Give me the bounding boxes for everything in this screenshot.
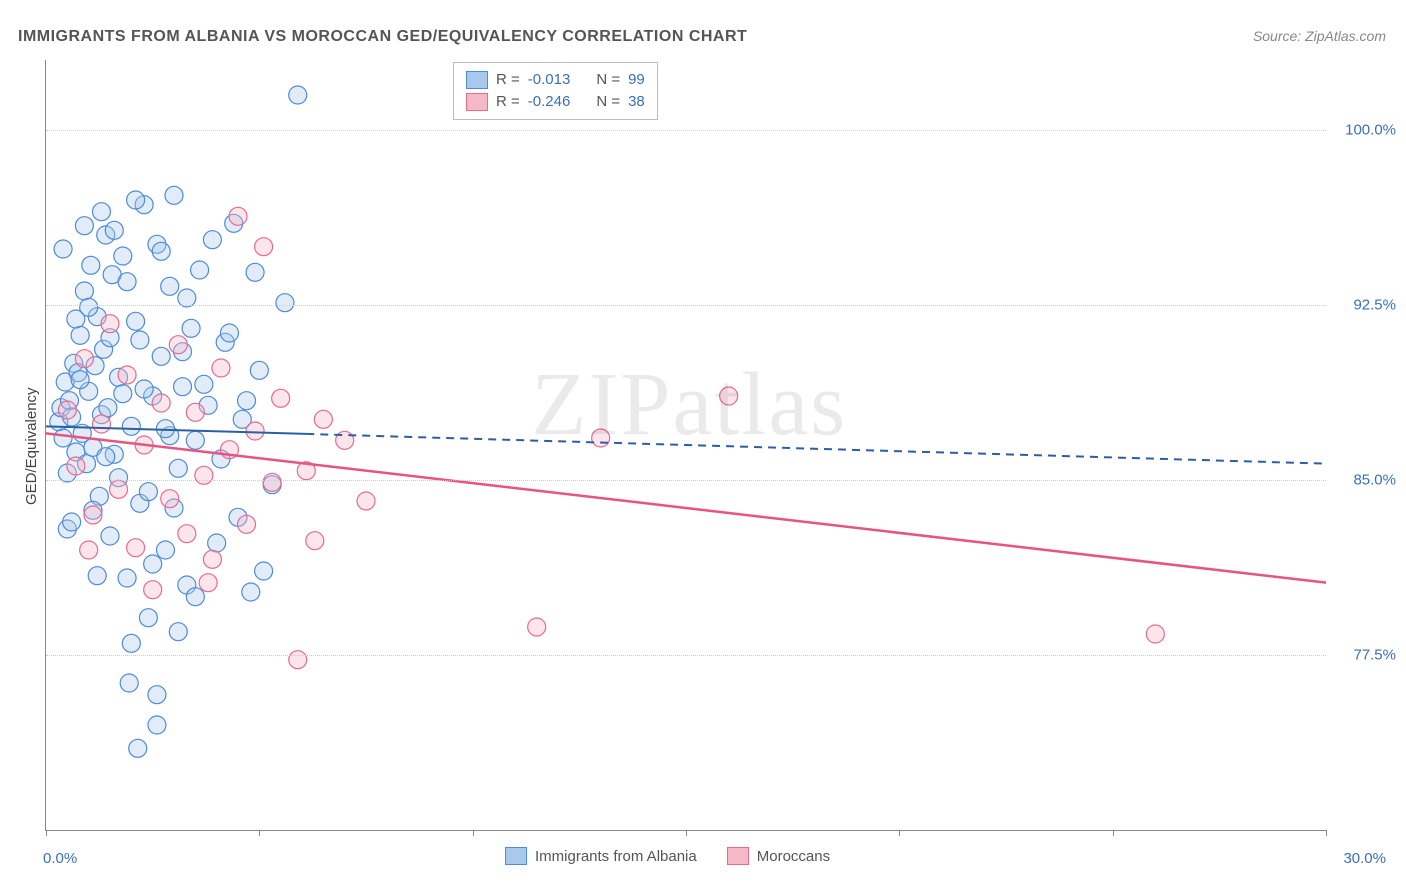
x-tick: [899, 830, 900, 836]
source-attribution: Source: ZipAtlas.com: [1253, 28, 1386, 44]
r-value-1: -0.013: [528, 69, 571, 91]
n-label-1: N =: [596, 69, 620, 91]
legend-label-albania: Immigrants from Albania: [535, 848, 697, 865]
n-value-1: 99: [628, 69, 645, 91]
legend-stats-row-1: R = -0.013 N = 99: [466, 69, 645, 91]
n-value-2: 38: [628, 91, 645, 113]
r-label-2: R =: [496, 91, 520, 113]
y-tick-label: 85.0%: [1353, 472, 1396, 489]
x-tick: [1326, 830, 1327, 836]
x-max-label: 30.0%: [1343, 850, 1386, 867]
x-tick: [259, 830, 260, 836]
y-tick-label: 92.5%: [1353, 297, 1396, 314]
swatch-albania-b: [505, 847, 527, 865]
scatter-svg: [46, 60, 1326, 830]
y-tick-label: 100.0%: [1345, 122, 1396, 139]
swatch-moroccans: [466, 93, 488, 111]
legend-stats-box: R = -0.013 N = 99 R = -0.246 N = 38: [453, 62, 658, 120]
swatch-moroccans-b: [727, 847, 749, 865]
x-tick: [686, 830, 687, 836]
y-tick-label: 77.5%: [1353, 647, 1396, 664]
n-label-2: N =: [596, 91, 620, 113]
gridline: [46, 655, 1326, 656]
x-tick: [46, 830, 47, 836]
x-tick: [473, 830, 474, 836]
r-value-2: -0.246: [528, 91, 571, 113]
legend-item-moroccans: Moroccans: [727, 847, 830, 865]
gridline: [46, 305, 1326, 306]
y-axis-label: GED/Equivalency: [23, 387, 40, 505]
legend-label-moroccans: Moroccans: [757, 848, 830, 865]
chart-title: IMMIGRANTS FROM ALBANIA VS MOROCCAN GED/…: [18, 28, 747, 46]
plot-area: 77.5%85.0%92.5%100.0%: [45, 60, 1326, 831]
legend-stats-row-2: R = -0.246 N = 38: [466, 91, 645, 113]
legend-series: Immigrants from Albania Moroccans: [505, 847, 830, 865]
r-label-1: R =: [496, 69, 520, 91]
gridline: [46, 480, 1326, 481]
swatch-albania: [466, 71, 488, 89]
gridline: [46, 130, 1326, 131]
legend-item-albania: Immigrants from Albania: [505, 847, 697, 865]
x-tick: [1113, 830, 1114, 836]
x-min-label: 0.0%: [43, 850, 77, 867]
